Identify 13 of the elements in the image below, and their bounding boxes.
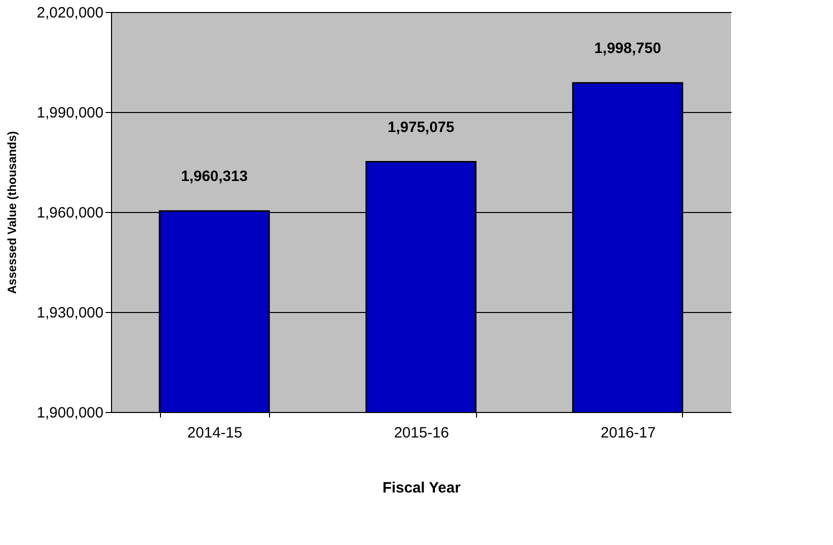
y-tick-label: 2,020,000 <box>36 4 104 22</box>
y-tick-label: 1,930,000 <box>36 304 104 322</box>
y-tick-label: 1,900,000 <box>36 404 104 422</box>
x-tick-label: 2015-16 <box>394 424 450 442</box>
y-tick-label: 1,990,000 <box>36 104 104 122</box>
x-axis-title: Fiscal Year <box>382 480 461 496</box>
data-label: 1,960,313 <box>180 168 248 185</box>
y-axis-title: Assessed Value (thousands) <box>4 131 19 294</box>
data-label: 1,998,750 <box>594 40 662 57</box>
y-tick-label: 1,960,000 <box>36 204 104 222</box>
x-tick-label: 2016-17 <box>600 424 656 442</box>
data-label: 1,975,075 <box>388 118 454 136</box>
x-tick-label: 2014-15 <box>187 424 242 442</box>
